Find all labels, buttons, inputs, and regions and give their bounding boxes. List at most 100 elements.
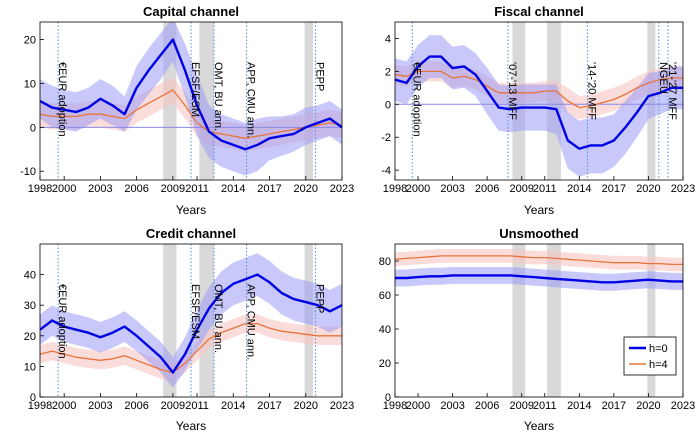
y-tick-label: 20: [24, 35, 36, 47]
legend-label-h4: h=4: [649, 359, 668, 371]
y-tick-label: 10: [24, 361, 36, 373]
x-axis-label: Years: [176, 203, 206, 217]
axes-box: [39, 243, 343, 398]
x-tick-label: 2009: [509, 183, 533, 195]
x-tick-label: 2009: [161, 183, 185, 195]
x-tick-label: 2014: [567, 183, 591, 195]
x-tick-label: 2000: [52, 183, 76, 195]
x-tick-label: 2023: [671, 183, 695, 195]
event-label: '07-'13 MFF: [506, 62, 518, 120]
y-tick-label: 10: [24, 78, 36, 90]
y-tick-label: 40: [379, 324, 391, 336]
x-tick-label: 2006: [475, 183, 499, 195]
confidence-band-h4: [40, 314, 342, 382]
series-line-h0: [395, 274, 683, 284]
event-label: PEPP: [314, 284, 326, 313]
x-tick-label: 2006: [124, 183, 148, 195]
axes-box: [39, 21, 343, 181]
y-tick-label: 2: [385, 66, 391, 78]
x-tick-label: 2006: [475, 400, 499, 412]
x-tick-label: 2017: [257, 183, 281, 195]
x-tick-label: 2011: [533, 183, 557, 195]
y-tick-label: -4: [381, 165, 391, 177]
event-label: EFSF/ESM: [189, 62, 201, 117]
y-tick-label: 0: [30, 122, 36, 134]
y-tick-label: 40: [24, 270, 36, 282]
confidence-band-h0: [40, 22, 342, 176]
confidence-band-h0: [40, 253, 342, 388]
y-tick-label: 30: [24, 300, 36, 312]
x-axis-label: Years: [524, 419, 554, 433]
series-line-h0: [40, 273, 342, 374]
recession-band: [547, 244, 561, 397]
x-tick-label: 2023: [330, 183, 354, 195]
axes-box: [394, 243, 684, 398]
y-tick-label: -2: [381, 132, 391, 144]
event-label: €EUR adoption: [56, 62, 68, 137]
chart-title: Fiscal channel: [494, 4, 584, 19]
y-tick-label: 20: [379, 358, 391, 370]
x-tick-label: 2003: [440, 400, 464, 412]
x-tick-label: 2011: [185, 183, 209, 195]
x-tick-label: 2003: [88, 183, 112, 195]
y-tick-label: 0: [385, 392, 391, 404]
x-axis-label: Years: [176, 419, 206, 433]
y-tick-label: 0: [385, 99, 391, 111]
x-tick-label: 2000: [406, 400, 430, 412]
x-tick-label: 2000: [52, 400, 76, 412]
legend: h=0 h=4: [623, 336, 677, 376]
y-tick-label: 60: [379, 290, 391, 302]
event-label: '14-'20 MFF: [585, 62, 597, 120]
series-line-h4: [40, 89, 342, 139]
chart-title: Unsmoothed: [499, 226, 579, 241]
x-tick-label: 1998: [383, 183, 407, 195]
x-tick-label: 2011: [533, 400, 557, 412]
x-tick-label: 2017: [257, 400, 281, 412]
x-tick-label: 2020: [636, 183, 660, 195]
y-tick-label: 80: [379, 256, 391, 268]
x-tick-label: 2023: [671, 400, 695, 412]
x-tick-label: 2020: [294, 400, 318, 412]
recession-band: [647, 244, 656, 397]
series-line-h4: [40, 322, 342, 374]
event-label: OMT, BU ann.: [212, 284, 224, 353]
x-tick-label: 2020: [636, 400, 660, 412]
x-tick-label: 2006: [124, 400, 148, 412]
panel-capital-channel: Capital channel Years €EUR adoption EFSF/…: [20, 4, 354, 217]
panel-fiscal-channel: Fiscal channel Years €EUR adoption '07-'1…: [381, 4, 695, 217]
x-tick-label: 1998: [28, 183, 52, 195]
chart-title: Credit channel: [146, 226, 236, 241]
confidence-band-h4: [395, 249, 683, 272]
y-tick-label: 4: [385, 33, 391, 45]
legend-label-h0: h=0: [649, 343, 668, 355]
series-line-h4: [395, 70, 683, 109]
plot-area: [40, 22, 342, 180]
event-label: APP, CMU ann.: [245, 284, 257, 360]
plot-area: [395, 22, 683, 180]
event-label: NGEU: [657, 62, 669, 94]
confidence-band-h0: [395, 267, 683, 291]
event-label: €EUR adoption: [410, 62, 422, 137]
series-line-h4: [395, 255, 683, 266]
panel-credit-channel: Credit channel Years €EUR adoption EFSF/E…: [24, 226, 354, 433]
x-tick-label: 2017: [602, 183, 626, 195]
x-tick-label: 2014: [221, 183, 245, 195]
x-tick-label: 2014: [221, 400, 245, 412]
x-tick-label: 2017: [602, 400, 626, 412]
x-tick-label: 2009: [509, 400, 533, 412]
x-tick-label: 1998: [28, 400, 52, 412]
event-label: '21-'27 MFF: [666, 62, 678, 120]
x-tick-label: 2011: [185, 400, 209, 412]
event-label: APP, CMU ann.: [245, 62, 257, 138]
y-tick-label: 20: [24, 331, 36, 343]
recession-band: [304, 22, 314, 180]
recession-band: [512, 244, 526, 397]
event-label: PEPP: [314, 62, 326, 91]
x-axis-label: Years: [524, 203, 554, 217]
plot-area: [40, 244, 342, 397]
x-tick-label: 2000: [406, 183, 430, 195]
x-tick-label: 2014: [567, 400, 591, 412]
event-label: OMT, BU ann.: [212, 62, 224, 131]
